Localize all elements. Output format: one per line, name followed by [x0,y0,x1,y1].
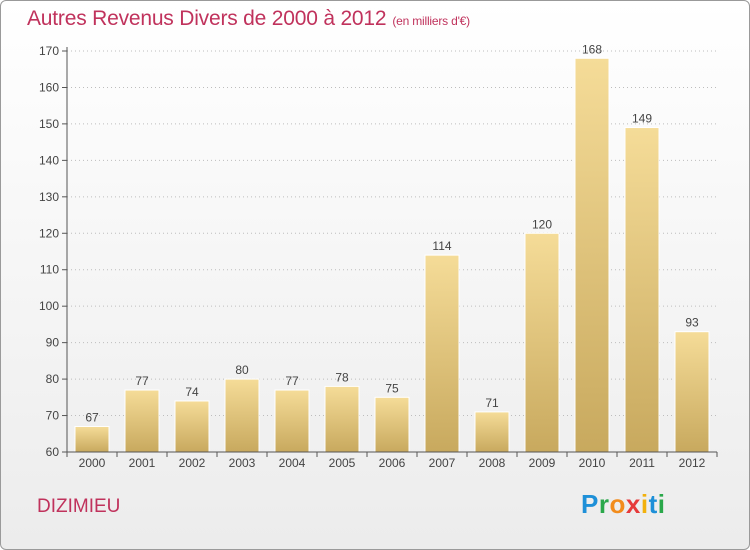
y-tick-label: 170 [39,44,59,58]
bar [174,400,210,453]
y-axis: 60 70 80 90 100 110 120 130 140 150 160 170 [39,44,68,459]
y-tick-label: 90 [46,336,60,350]
x-tick-label: 2009 [529,456,556,470]
bar [274,389,310,453]
y-tick-label: 80 [46,372,60,386]
logo-letter: i [657,489,666,519]
logo-letter: i [640,489,649,519]
y-tick-label: 60 [46,445,60,459]
x-tick-label: 2002 [179,456,206,470]
chart-title: Autres Revenus Divers de 2000 à 2012 (en … [27,7,470,31]
x-tick-label: 2004 [279,456,306,470]
bar [324,385,360,453]
bars: 67 77 74 80 77 78 75 114 71 120 168 149 93 [74,42,710,453]
x-tick-label: 2001 [129,456,156,470]
x-tick-label: 2003 [229,456,256,470]
bar-value-label: 67 [85,410,99,424]
bar [224,378,260,453]
y-tick-label: 120 [39,226,59,240]
bar-value-label: 149 [632,112,652,126]
x-tick-label: 2000 [79,456,106,470]
bar-value-label: 93 [685,316,699,330]
bar [124,389,160,453]
bar-value-label: 168 [582,42,602,56]
bar [74,425,110,453]
bar [624,127,660,453]
commune-name: DIZIMIEU [37,496,121,517]
bar [474,411,510,453]
x-tick-label: 2011 [629,456,655,470]
grid-lines [67,50,717,417]
logo-letter: r [598,489,610,519]
x-tick-label: 2006 [379,456,406,470]
y-tick-label: 70 [46,409,60,423]
y-tick-label: 130 [39,190,59,204]
y-tick-label: 160 [39,80,59,94]
bar-value-label: 78 [335,370,349,384]
x-tick-label: 2007 [429,456,456,470]
proxiti-logo: Proxiti [581,489,665,520]
logo-letter: x [625,489,641,519]
bar [574,57,610,453]
y-tick-label: 150 [39,117,59,131]
bar-value-label: 75 [385,381,399,395]
x-tick-label: 2008 [479,456,506,470]
y-tick-label: 140 [39,153,59,167]
y-tick-label: 110 [40,263,59,277]
bar-value-label: 74 [185,385,199,399]
logo-letter: o [609,489,626,519]
chart-unit: (en milliers d'€) [392,14,470,28]
x-tick-label: 2012 [679,456,706,470]
x-axis: 2000 2001 2002 2003 2004 2005 2006 2007 2008 2009… [66,451,718,470]
logo-letter: P [581,489,599,519]
y-tick-label: 100 [39,299,59,313]
x-tick-label: 2010 [579,456,606,470]
bar [674,331,710,453]
chart-title-text: Autres Revenus Divers de 2000 à 2012 [27,7,387,30]
bar [374,396,410,453]
bar [424,254,460,453]
bar-value-label: 120 [532,217,552,231]
bar-value-label: 80 [235,363,249,377]
bar-value-label: 71 [485,396,499,410]
bar [524,232,560,453]
x-tick-label: 2005 [329,456,356,470]
bar-value-label: 77 [285,374,299,388]
logo-letter: t [648,489,658,519]
bar-value-label: 77 [135,374,149,388]
bar-value-label: 114 [432,239,451,253]
